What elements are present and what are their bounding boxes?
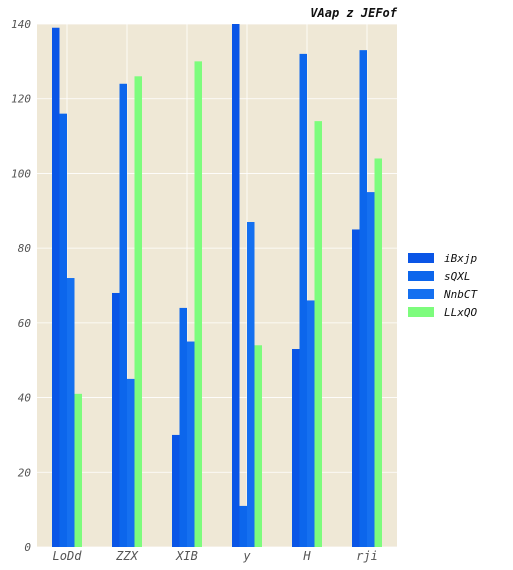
y-tick-labels: 0 20 40 60 80 100 120 140	[11, 18, 31, 554]
legend-swatch-iBxjp	[408, 253, 434, 263]
bar-NnbCT-y	[247, 221, 255, 547]
x-tick-label: H	[302, 549, 311, 563]
bar-sQXL-H	[299, 53, 307, 548]
legend-label: NnbCT	[443, 288, 478, 301]
y-tick-label: 120	[11, 93, 31, 106]
bar-NnbCT-rji	[367, 192, 375, 547]
bar-LLxQO-y	[254, 345, 262, 547]
bar-sQXL-LoDd	[59, 113, 67, 548]
y-tick-label: 40	[18, 392, 32, 405]
legend-label: LLxQO	[444, 306, 477, 319]
bar-LLxQO-XIB	[194, 61, 202, 547]
bar-NnbCT-LoDd	[67, 278, 75, 547]
y-tick-label: 60	[18, 317, 32, 330]
bar-iBxjp-y	[232, 24, 240, 547]
x-tick-label: XIB	[175, 549, 198, 563]
bars	[52, 24, 382, 548]
bar-sQXL-XIB	[179, 307, 187, 547]
legend-swatch-NnbCT	[408, 289, 434, 299]
bar-sQXL-y	[239, 505, 247, 547]
bar-NnbCT-ZZX	[127, 378, 135, 547]
x-tick-label: LoDd	[53, 549, 83, 563]
bar-LLxQO-rji	[374, 158, 382, 547]
bar-iBxjp-H	[292, 349, 300, 547]
bar-LLxQO-LoDd	[74, 393, 82, 547]
bar-iBxjp-ZZX	[112, 292, 120, 547]
bar-NnbCT-XIB	[187, 341, 195, 547]
x-tick-label: rji	[356, 549, 378, 563]
legend-label: iBxjp	[444, 252, 477, 265]
y-tick-label: 140	[11, 18, 31, 31]
bar-LLxQO-H	[314, 121, 322, 547]
legend-label: sQXL	[444, 270, 471, 283]
legend: iBxjp sQXL NnbCT LLxQO	[408, 252, 478, 319]
legend-swatch-LLxQO	[408, 307, 434, 317]
y-tick-label: 20	[18, 466, 32, 479]
bar-iBxjp-LoDd	[52, 27, 60, 547]
y-tick-label: 80	[18, 242, 32, 255]
bar-sQXL-rji	[359, 50, 367, 548]
chart-title: VAap z JEFof	[310, 6, 397, 20]
plot-area	[37, 24, 397, 547]
x-tick-label: ZZX	[115, 549, 138, 563]
bar-LLxQO-ZZX	[134, 76, 142, 548]
x-tick-label: y	[242, 549, 251, 563]
bar-iBxjp-rji	[352, 229, 360, 547]
y-tick-label: 0	[24, 541, 31, 554]
bar-NnbCT-H	[307, 300, 315, 547]
bar-sQXL-ZZX	[119, 83, 127, 548]
y-tick-label: 100	[11, 167, 31, 180]
legend-swatch-sQXL	[408, 271, 434, 281]
bar-iBxjp-XIB	[172, 434, 180, 547]
